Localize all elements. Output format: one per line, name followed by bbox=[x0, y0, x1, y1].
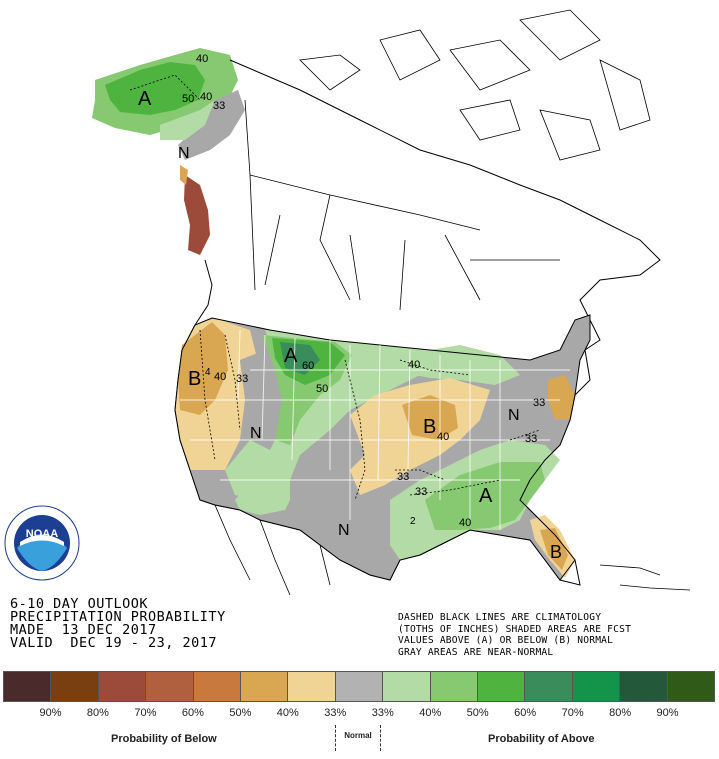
title-line-3: MADE 13 DEC 2017 bbox=[10, 622, 157, 638]
below-caption: Probability of Below bbox=[111, 733, 217, 745]
legend-swatch bbox=[335, 672, 384, 701]
florida-below-label: B bbox=[550, 542, 562, 562]
note-line-1: DASHED BLACK LINES ARE CLIMATOLOGY bbox=[398, 612, 602, 623]
bc-coast-below-70 bbox=[184, 175, 210, 255]
florida-below-40 bbox=[540, 528, 568, 570]
state-lines bbox=[180, 329, 570, 530]
legend-swatch bbox=[525, 672, 573, 701]
alaska-above-50 bbox=[105, 62, 205, 115]
climatology-lines bbox=[129, 74, 541, 501]
svg-text:NOAA: NOAA bbox=[26, 528, 58, 540]
midatlantic-below-40 bbox=[548, 375, 575, 420]
title-line-1: 6-10 DAY OUTLOOK bbox=[10, 596, 149, 612]
alaska-40-contour: 40 bbox=[200, 91, 212, 103]
product-title-block: 6-10 DAY OUTLOOK PRECIPITATION PROBABILIT… bbox=[10, 596, 226, 651]
greatlakes-40-contour: 40 bbox=[408, 359, 420, 371]
oregon-4-contour: 4 bbox=[205, 367, 211, 378]
caribbean-islands bbox=[599, 564, 691, 591]
northeast-normal-label: N bbox=[508, 407, 520, 424]
probability-labels: 90% 80% 70% 60% 50% 40% 33% 33% 40% 50% 60% 70% 80% 9… bbox=[3, 707, 715, 719]
plains-33-contour-south: 33 bbox=[415, 486, 427, 498]
legend-swatch bbox=[430, 672, 479, 701]
legend-swatch bbox=[4, 672, 52, 701]
east-33-contour: 33 bbox=[533, 397, 545, 409]
legend-swatch bbox=[241, 672, 289, 701]
legend-swatch bbox=[667, 672, 715, 701]
legend-label: 40% bbox=[276, 707, 299, 719]
legend-label: 90% bbox=[39, 707, 62, 719]
mexico-outline bbox=[214, 504, 331, 596]
midwest-40-contour: 40 bbox=[437, 431, 449, 443]
legend-swatch bbox=[288, 672, 336, 701]
legend-swatch bbox=[193, 672, 242, 701]
montana-above-label: A bbox=[284, 345, 298, 367]
texas-normal-label: N bbox=[338, 522, 350, 539]
above-caption: Probability of Above bbox=[488, 733, 595, 745]
title-line-2: PRECIPITATION PROBABILITY bbox=[10, 609, 226, 625]
plains-33-contour: 33 bbox=[397, 471, 409, 483]
greatlakes-above-33 bbox=[400, 345, 520, 385]
note-line-4: GRAY AREAS ARE NEAR-NORMAL bbox=[398, 646, 554, 658]
legend-label: 33% bbox=[324, 707, 347, 719]
arctic-islands bbox=[299, 9, 651, 161]
alaska-above-label: A bbox=[138, 88, 152, 110]
title-line-4: VALID DEC 19 - 23, 2017 bbox=[10, 635, 218, 651]
alaska-near-normal bbox=[178, 90, 245, 160]
bc-coast-below-40 bbox=[180, 165, 188, 185]
east-33-contour-south: 33 bbox=[525, 433, 537, 445]
legend-notes: DASHED BLACK LINES ARE CLIMATOLOGY (TOTHS… bbox=[398, 612, 631, 658]
legend-label-pad bbox=[691, 707, 715, 719]
montana-60-contour: 60 bbox=[302, 360, 314, 372]
legend-swatch bbox=[383, 672, 431, 701]
legend-swatch bbox=[146, 672, 194, 701]
legend-label: 80% bbox=[86, 707, 109, 719]
legend-label: 50% bbox=[229, 707, 252, 719]
southeast-above-label: A bbox=[479, 485, 493, 507]
midwest-below-label: B bbox=[423, 416, 436, 438]
canada-borders bbox=[244, 99, 560, 311]
southeast-above-40 bbox=[425, 462, 545, 530]
yukon-normal-label: N bbox=[178, 145, 190, 162]
oregon-below-40 bbox=[178, 322, 228, 415]
rockies-normal-label: N bbox=[250, 425, 262, 442]
note-line-2: (TOTHS OF INCHES) SHADED AREAS ARE FCST bbox=[398, 623, 632, 635]
oregon-40-contour: 40 bbox=[214, 371, 226, 383]
alaska-above-33 bbox=[160, 100, 215, 140]
legend-swatch bbox=[98, 672, 147, 701]
legend-swatch bbox=[478, 672, 526, 701]
legend-label: 33% bbox=[371, 707, 394, 719]
legend-label: 60% bbox=[514, 707, 537, 719]
legend-label-pad bbox=[3, 707, 27, 719]
legend-label: 60% bbox=[181, 707, 204, 719]
southeast-2-contour: 2 bbox=[410, 516, 416, 527]
oregon-33-contour: 33 bbox=[236, 373, 248, 385]
legend-label: 80% bbox=[609, 707, 632, 719]
montana-50-contour: 50 bbox=[316, 383, 328, 395]
legend-swatch bbox=[620, 672, 668, 701]
legend-label: 70% bbox=[134, 707, 157, 719]
probability-color-bar bbox=[3, 671, 715, 702]
montana-above-60 bbox=[280, 342, 320, 375]
legend-swatch bbox=[51, 672, 99, 701]
precipitation-outlook-map: A 50 40 40 33 N A 60 50 B 4 40 33 N B 40… bbox=[4, 9, 691, 596]
southwest-above-33 bbox=[235, 470, 290, 515]
legend-swatch bbox=[572, 672, 621, 701]
normal-separator bbox=[335, 725, 381, 751]
southeast-40-contour: 40 bbox=[459, 517, 471, 529]
oregon-below-label: B bbox=[188, 368, 201, 390]
legend-label: 40% bbox=[419, 707, 442, 719]
alaska-33-contour: 33 bbox=[213, 100, 225, 112]
noaa-logo: NOAA bbox=[4, 505, 80, 581]
alaska-50-contour: 50 bbox=[182, 93, 194, 105]
midwest-below-40 bbox=[402, 395, 458, 440]
legend-label: 70% bbox=[561, 707, 584, 719]
legend-label: 50% bbox=[466, 707, 489, 719]
legend-label: 90% bbox=[656, 707, 679, 719]
note-line-3: VALUES ABOVE (A) OR BELOW (B) NORMAL bbox=[398, 635, 614, 646]
alaska-40-contour-north: 40 bbox=[196, 53, 208, 65]
conus-outline bbox=[174, 314, 591, 581]
normal-caption: Normal bbox=[344, 731, 372, 740]
